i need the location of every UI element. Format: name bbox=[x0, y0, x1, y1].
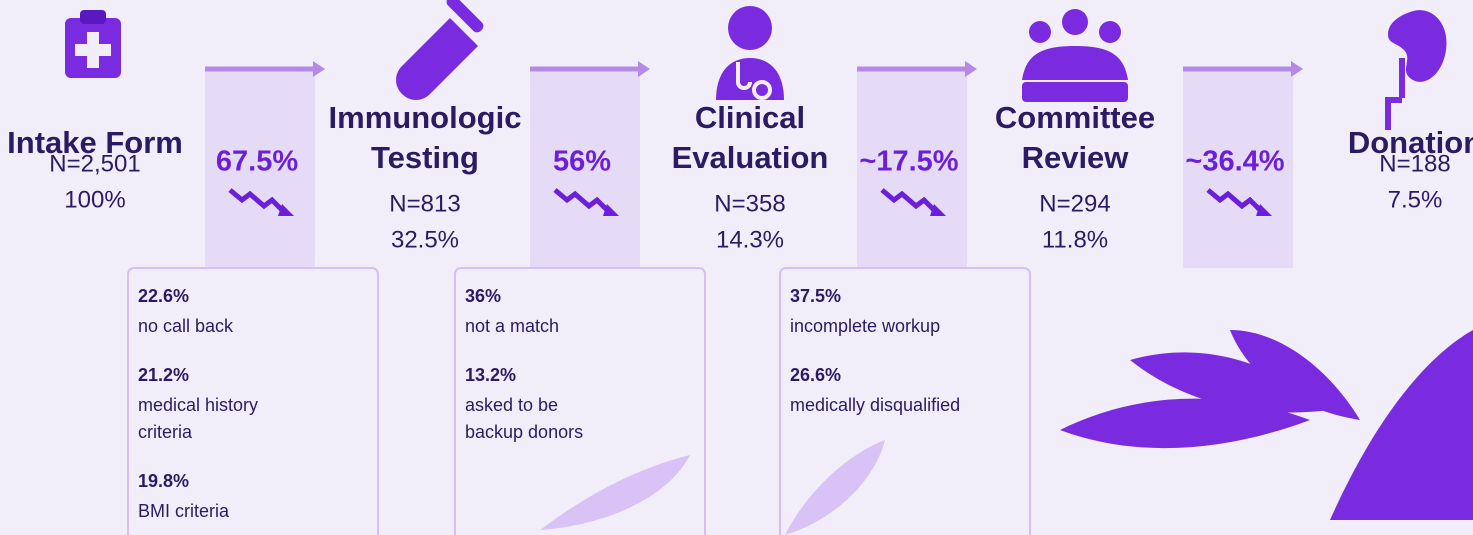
arrow-head bbox=[313, 61, 325, 77]
doctor-icon bbox=[716, 6, 784, 100]
stage-title: Clinical bbox=[695, 100, 805, 135]
reason-pct: 37.5% bbox=[790, 286, 841, 306]
reason-box bbox=[779, 267, 1031, 535]
reason-pct: 26.6% bbox=[790, 365, 841, 385]
stage-pct: 11.8% bbox=[1042, 226, 1108, 253]
small-leaf bbox=[785, 440, 885, 535]
stage-n: N=294 bbox=[1039, 190, 1110, 217]
decline-head bbox=[278, 204, 294, 216]
decline-icon bbox=[228, 188, 288, 216]
stage-title: Review bbox=[1022, 140, 1130, 175]
decline-icon bbox=[553, 188, 613, 216]
stage-title: Committee bbox=[995, 100, 1155, 135]
stage-title: Immunologic bbox=[329, 100, 522, 135]
decline-head bbox=[603, 204, 619, 216]
stage-pct: 100% bbox=[64, 186, 125, 213]
stage-n: N=188 bbox=[1379, 150, 1450, 177]
reason-text: incomplete workup bbox=[790, 316, 940, 336]
drop-pct: ~17.5% bbox=[859, 146, 958, 178]
big-leaf-fronds bbox=[1060, 330, 1360, 449]
small-leaf bbox=[540, 455, 690, 530]
stage-title: Intake Form bbox=[7, 125, 183, 160]
drop-band bbox=[1183, 70, 1293, 268]
clipboard-icon bbox=[65, 10, 121, 78]
reason-text: criteria bbox=[138, 422, 193, 442]
test-tube-icon bbox=[396, 0, 484, 100]
stage-pct: 14.3% bbox=[716, 226, 784, 253]
committee-icon bbox=[1022, 9, 1128, 102]
reason-text: asked to be bbox=[465, 395, 558, 415]
reason-text: medically disqualified bbox=[790, 395, 960, 415]
stage-title: Evaluation bbox=[672, 140, 829, 175]
reason-pct: 21.2% bbox=[138, 365, 189, 385]
drop-pct: 67.5% bbox=[216, 146, 298, 178]
reason-text: BMI criteria bbox=[138, 501, 230, 521]
stage-n: N=358 bbox=[714, 190, 785, 217]
arrow-head bbox=[638, 61, 650, 77]
arrow-head bbox=[965, 61, 977, 77]
reason-pct: 13.2% bbox=[465, 365, 516, 385]
drop-band bbox=[530, 70, 640, 268]
reason-box bbox=[454, 267, 706, 535]
drop-band bbox=[205, 70, 315, 268]
reason-text: no call back bbox=[138, 316, 234, 336]
decline-icon bbox=[1206, 188, 1266, 216]
reason-text: backup donors bbox=[465, 422, 583, 442]
big-leaf bbox=[1330, 330, 1473, 520]
reason-box bbox=[127, 267, 379, 535]
drop-band bbox=[857, 70, 967, 268]
reason-text: medical history bbox=[138, 395, 258, 415]
reason-pct: 36% bbox=[465, 286, 501, 306]
drop-pct: 56% bbox=[553, 146, 611, 178]
leaves bbox=[540, 330, 1473, 535]
stage-pct: 7.5% bbox=[1388, 186, 1443, 213]
icons bbox=[65, 0, 1447, 130]
stage-title: Testing bbox=[371, 140, 479, 175]
reason-text: not a match bbox=[465, 316, 559, 336]
kidney-icon bbox=[1385, 10, 1447, 130]
decline-head bbox=[930, 204, 946, 216]
arrow-head bbox=[1291, 61, 1303, 77]
reason-pct: 22.6% bbox=[138, 286, 189, 306]
stage-pct: 32.5% bbox=[391, 226, 459, 253]
stage-n: N=813 bbox=[389, 190, 460, 217]
stage-n: N=2,501 bbox=[49, 150, 140, 177]
decline-icon bbox=[880, 188, 940, 216]
drop-pct: ~36.4% bbox=[1185, 146, 1284, 178]
reason-pct: 19.8% bbox=[138, 471, 189, 491]
stage-title: Donation bbox=[1348, 125, 1473, 160]
decline-head bbox=[1256, 204, 1272, 216]
